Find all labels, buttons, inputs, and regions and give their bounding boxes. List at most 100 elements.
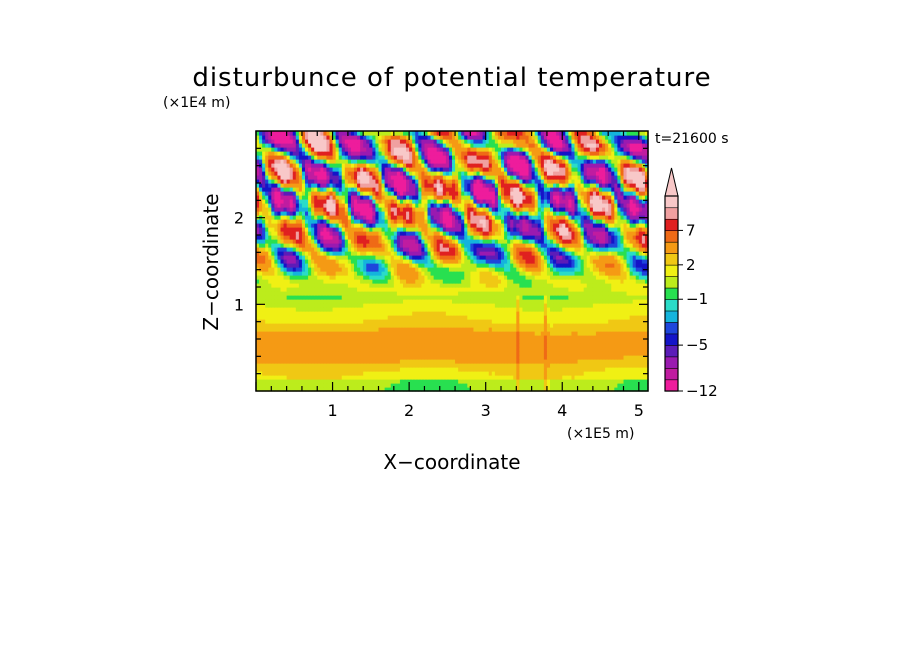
field-cell <box>256 355 260 360</box>
field-cell <box>510 287 514 292</box>
field-cell <box>565 359 569 364</box>
field-cell <box>550 323 554 328</box>
field-cell <box>387 291 392 296</box>
field-cell <box>464 239 468 244</box>
field-cell <box>556 255 560 260</box>
field-cell <box>412 327 416 332</box>
field-cell <box>326 267 331 272</box>
field-cell <box>632 315 637 320</box>
field-cell <box>553 371 557 376</box>
field-cell <box>565 303 569 308</box>
field-cell <box>381 259 386 264</box>
field-cell <box>488 315 493 320</box>
field-cell <box>357 363 361 368</box>
field-cell <box>326 235 331 240</box>
field-cell <box>298 303 303 308</box>
field-cell <box>473 343 478 348</box>
field-cell <box>470 279 475 284</box>
field-cell <box>513 251 517 256</box>
field-cell <box>488 379 493 384</box>
field-cell <box>605 323 609 328</box>
field-cell <box>439 327 444 332</box>
field-cell <box>482 299 487 304</box>
field-cell <box>589 375 594 380</box>
field-cell <box>329 359 334 364</box>
field-cell <box>574 303 579 308</box>
field-cell <box>347 243 352 248</box>
field-cell <box>320 287 324 292</box>
field-cell <box>403 259 407 264</box>
field-cell <box>418 275 422 280</box>
field-cell <box>326 247 331 252</box>
field-cell <box>592 251 597 256</box>
field-cell <box>562 379 566 384</box>
field-cell <box>409 387 413 392</box>
field-cell <box>418 255 422 260</box>
field-cell <box>476 327 481 332</box>
field-cell <box>519 283 524 288</box>
field-cell <box>311 379 315 384</box>
field-cell <box>543 323 548 328</box>
field-cell <box>369 255 373 260</box>
field-cell <box>399 291 404 296</box>
field-cell <box>271 351 275 356</box>
field-cell <box>476 363 481 368</box>
field-cell <box>271 347 275 352</box>
field-cell <box>494 239 499 244</box>
field-cell <box>308 263 312 268</box>
field-cell <box>375 247 380 252</box>
field-cell <box>347 279 352 284</box>
field-cell <box>305 251 309 256</box>
field-cell <box>283 275 288 280</box>
field-cell <box>308 319 312 324</box>
field-cell <box>510 379 514 384</box>
field-cell <box>553 323 557 328</box>
field-cell <box>602 235 606 240</box>
field-cell <box>369 307 373 312</box>
field-cell <box>531 375 536 380</box>
field-cell <box>412 291 416 296</box>
field-cell <box>286 279 291 284</box>
field-cell <box>470 259 475 264</box>
field-cell <box>641 335 646 340</box>
field-cell <box>528 291 533 296</box>
field-cell <box>485 379 490 384</box>
field-cell <box>347 351 352 356</box>
field-cell <box>326 331 331 336</box>
field-cell <box>605 335 609 340</box>
field-cell <box>543 303 548 308</box>
field-cell <box>577 375 582 380</box>
field-cell <box>485 295 490 300</box>
field-cell <box>372 295 377 300</box>
field-cell <box>268 271 272 276</box>
field-cell <box>317 371 321 376</box>
field-cell <box>476 311 481 316</box>
field-cell <box>540 359 545 364</box>
field-cell <box>326 383 331 388</box>
field-cell <box>378 315 383 320</box>
field-cell <box>580 291 585 296</box>
field-cell <box>562 311 566 316</box>
field-cell <box>421 287 426 292</box>
field-cell <box>494 327 499 332</box>
field-cell <box>479 331 484 336</box>
field-cell <box>329 255 334 260</box>
field-cell <box>393 239 398 244</box>
field-cell <box>262 239 266 244</box>
field-cell <box>384 287 389 292</box>
field-cell <box>626 343 631 348</box>
field-cell <box>577 255 582 260</box>
field-cell <box>347 371 352 376</box>
field-cell <box>461 379 465 384</box>
field-cell <box>589 307 594 312</box>
field-cell <box>418 247 422 252</box>
field-cell <box>519 267 524 272</box>
field-cell <box>528 239 533 244</box>
field-cell <box>393 299 398 304</box>
field-cell <box>537 311 542 316</box>
field-cell <box>568 359 573 364</box>
field-cell <box>638 239 643 244</box>
field-cell <box>501 387 505 392</box>
field-cell <box>418 263 422 268</box>
field-cell <box>338 239 343 244</box>
